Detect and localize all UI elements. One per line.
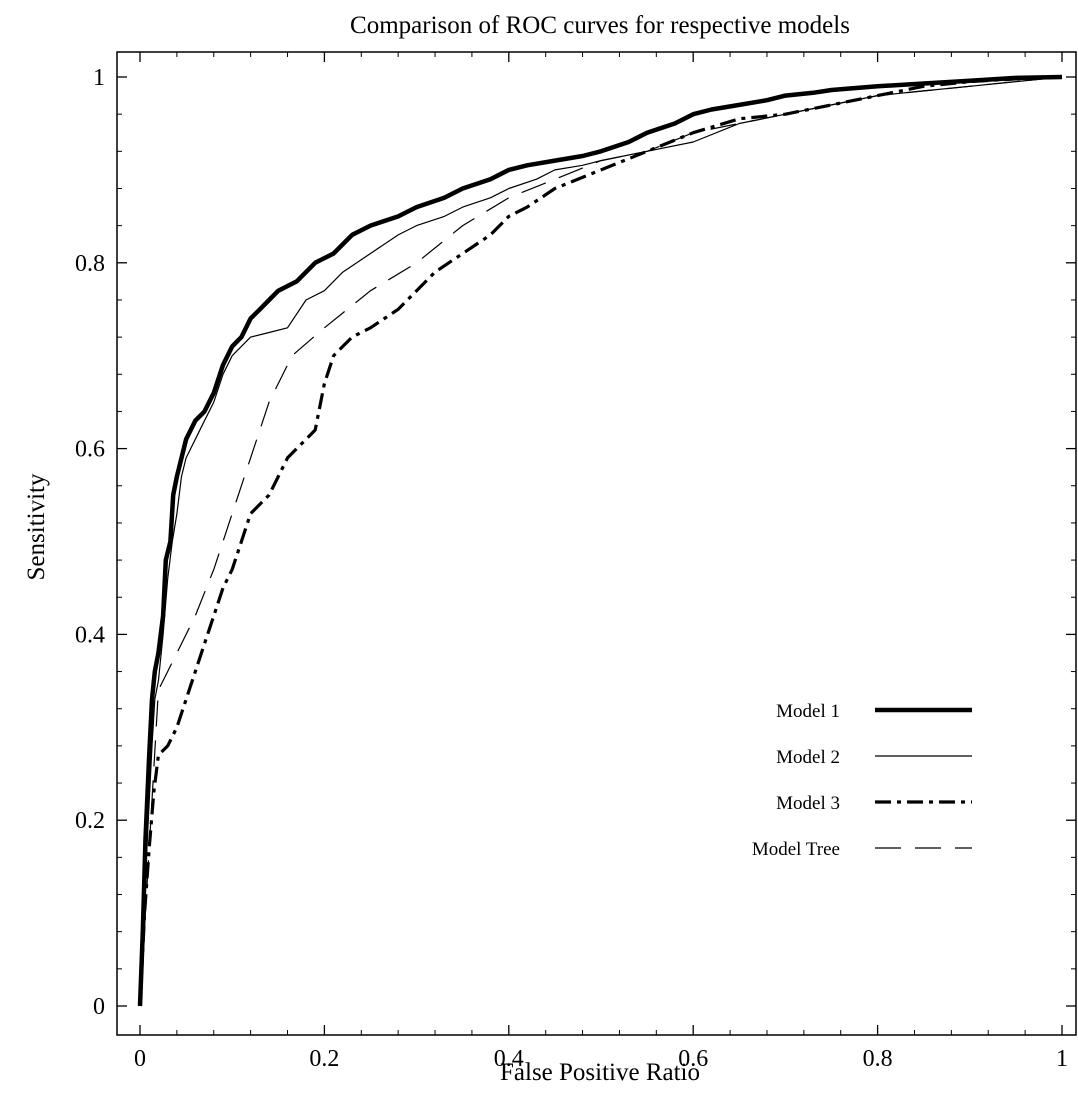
x-tick-label: 0.6	[678, 1046, 708, 1072]
series-line-1	[137, 74, 1063, 1007]
y-axis-title: Sensitivity	[23, 473, 50, 580]
y-tick-label: 1	[93, 65, 105, 91]
legend-label: Model 1	[776, 701, 840, 722]
series-layer	[137, 74, 1063, 1007]
y-tick-label: 0	[93, 994, 105, 1020]
chart-title: Comparison of ROC curves for respective …	[350, 12, 850, 39]
legend-label: Model 2	[776, 747, 840, 768]
x-tick-label: 0.4	[494, 1046, 524, 1072]
y-tick-label: 0.8	[75, 251, 105, 277]
x-tick-label: 0.2	[309, 1046, 339, 1072]
legend: Model 1 Model 2 Model 3 Model Tree	[752, 701, 972, 860]
series-line-3	[138, 75, 1063, 1007]
legend-label: Model 3	[776, 793, 840, 814]
y-axis-ticks: 0 0.2 0.4 0.6 0.8 1	[75, 65, 1076, 1020]
y-tick-label: 0.2	[75, 808, 105, 834]
series-line-4	[139, 76, 1063, 1007]
plot-frame	[116, 51, 1077, 1036]
y-tick-label: 0.4	[75, 622, 105, 648]
x-axis-title: False Positive Ratio	[500, 1059, 700, 1086]
y-tick-label: 0.6	[75, 437, 105, 463]
x-tick-label: 1	[1056, 1046, 1068, 1072]
x-tick-label: 0	[134, 1046, 146, 1072]
x-axis-ticks: 0 0.2 0.4 0.6 0.8 1	[134, 52, 1068, 1072]
legend-label: Model Tree	[752, 839, 840, 860]
x-tick-label: 0.8	[863, 1046, 893, 1072]
series-line-2	[139, 76, 1063, 1007]
